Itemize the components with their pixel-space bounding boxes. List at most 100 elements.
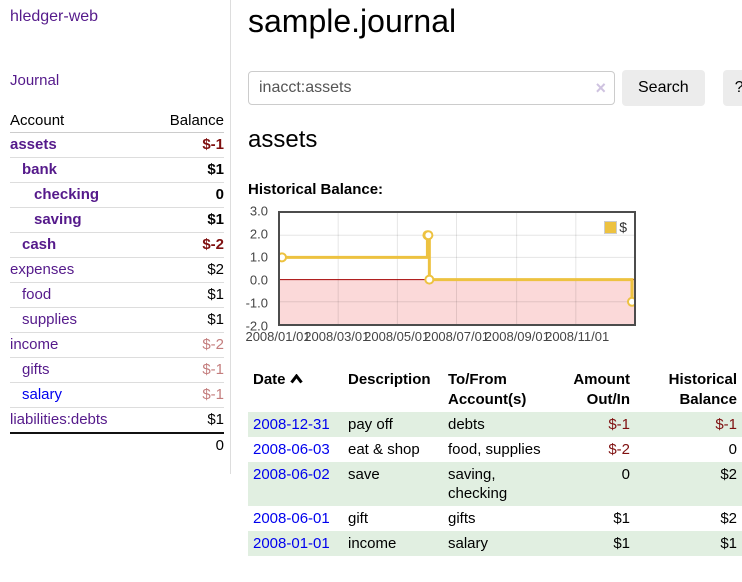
transaction-description: gift (348, 510, 369, 527)
account-balance: $1 (147, 207, 224, 233)
transaction-accounts: salary (448, 535, 489, 552)
account-balance: $1 (147, 157, 224, 183)
accounts-table: Account Balance assets $-1 bank $1 check… (10, 109, 224, 458)
account-row: cash $-2 (10, 232, 224, 258)
legend-label: $ (619, 219, 627, 235)
transaction-description: income (348, 535, 397, 552)
transaction-date-link[interactable]: 2008-06-01 (253, 510, 330, 527)
y-axis-tick: -2.0 (245, 318, 268, 334)
transaction-balance: $2 (720, 466, 737, 483)
table-row: 2008-06-02 save saving, checking 0 $2 (248, 462, 742, 506)
account-link-assets[interactable]: assets (10, 136, 57, 153)
account-link-expenses[interactable]: expenses (10, 261, 75, 278)
register-table: Date Description To/From Account(s) Amou… (248, 368, 742, 556)
transaction-description: save (348, 466, 380, 483)
y-axis-tick: 1.0 (249, 249, 268, 265)
clear-search-icon[interactable]: × (595, 78, 606, 98)
historical-balance-chart: $ 3.0 2.0 1.0 0.0 -1.0 -2.0 2008/01/01 2008/03… (245, 204, 636, 344)
account-link-saving[interactable]: saving (34, 211, 82, 228)
accounts-total-row: 0 (10, 432, 224, 458)
register-col-date[interactable]: Date (248, 368, 343, 412)
transaction-balance: $-1 (715, 416, 737, 433)
transaction-balance: 0 (728, 441, 737, 458)
search-form: × Search ? (248, 70, 742, 106)
account-row: saving $1 (10, 207, 224, 233)
account-link-cash[interactable]: cash (22, 236, 57, 253)
y-axis-tick: 0.0 (249, 272, 268, 288)
transaction-date-link[interactable]: 2008-01-01 (253, 535, 330, 552)
brand-link[interactable]: hledger-web (10, 8, 99, 25)
transaction-balance: $1 (720, 535, 737, 552)
transaction-date-link[interactable]: 2008-12-31 (253, 416, 330, 433)
table-row: 2008-12-31 pay off debts $-1 $-1 (248, 412, 742, 437)
transaction-date-link[interactable]: 2008-06-02 (253, 466, 330, 483)
search-box: × (248, 71, 615, 105)
help-button[interactable]: ? (722, 70, 742, 106)
register-col-amount: Amount Out/In (573, 371, 630, 408)
chart-plot-area: $ (278, 211, 636, 326)
transaction-accounts: food, supplies (448, 441, 541, 458)
account-row: food $1 (10, 282, 224, 308)
account-row: bank $1 (10, 157, 224, 183)
accounts-header-row: Account Balance (10, 109, 224, 133)
transaction-accounts: debts (448, 416, 485, 433)
account-link-liabilities-debts[interactable]: liabilities:debts (10, 411, 108, 428)
account-balance: $-2 (147, 332, 224, 358)
x-axis-tick: 2008/03/01 (304, 329, 370, 344)
account-balance: $-1 (147, 132, 224, 158)
legend-swatch-icon (604, 220, 618, 234)
account-balance: $2 (147, 257, 224, 283)
account-heading: assets (248, 126, 318, 153)
sidebar: hledger-web Journal Account Balance asse… (0, 0, 231, 474)
transaction-accounts: gifts (448, 510, 476, 527)
account-link-checking[interactable]: checking (34, 186, 100, 203)
accounts-col-balance: Balance (147, 109, 224, 133)
account-row: gifts $-1 (10, 357, 224, 383)
account-row: expenses $2 (10, 257, 224, 283)
account-link-bank[interactable]: bank (22, 161, 58, 178)
account-balance: $-1 (147, 357, 224, 383)
account-row: supplies $1 (10, 307, 224, 333)
transaction-amount: $1 (613, 535, 630, 552)
account-link-gifts[interactable]: gifts (22, 361, 50, 378)
account-link-income[interactable]: income (10, 336, 59, 353)
register-header-row: Date Description To/From Account(s) Amou… (248, 368, 742, 412)
chart-x-axis: 2008/01/01 2008/03/01 2008/05/01 2008/07/01… (245, 326, 636, 344)
accounts-col-account: Account (10, 109, 148, 133)
account-balance: 0 (147, 182, 224, 208)
x-axis-tick: 2008/07/01 (423, 329, 490, 344)
account-balance: $1 (147, 282, 224, 308)
register-col-description: Description (348, 371, 431, 388)
transaction-description: eat & shop (348, 441, 420, 458)
transaction-balance: $2 (720, 510, 737, 527)
x-axis-tick: 2008/09/01 (484, 329, 550, 344)
account-row: checking 0 (10, 182, 224, 208)
account-link-salary[interactable]: salary (22, 386, 63, 403)
y-axis-tick: 2.0 (249, 226, 268, 242)
account-balance: $-2 (147, 232, 224, 258)
account-link-food[interactable]: food (22, 286, 52, 303)
x-axis-tick: 2008/05/01 (364, 329, 430, 344)
accounts-total-value: 0 (147, 432, 224, 458)
page-title: sample.journal (248, 3, 457, 39)
account-balance: $-1 (147, 382, 224, 408)
search-button[interactable]: Search (622, 70, 705, 106)
account-link-supplies[interactable]: supplies (22, 311, 78, 328)
sort-ascending-icon (289, 374, 303, 384)
transaction-amount: $1 (613, 510, 630, 527)
transaction-amount: 0 (621, 466, 630, 483)
transaction-amount: $-2 (608, 441, 630, 458)
account-row: assets $-1 (10, 132, 224, 158)
main-content: sample.journal × Search ? assets Histori… (231, 0, 742, 582)
x-axis-tick: 2008/11/01 (545, 329, 610, 344)
account-balance: $1 (147, 307, 224, 333)
register-col-balance: Historical Balance (668, 371, 737, 408)
transaction-description: pay off (348, 416, 393, 433)
transaction-date-link[interactable]: 2008-06-03 (253, 441, 330, 458)
search-input[interactable] (248, 71, 615, 105)
sidebar-item-journal[interactable]: Journal (10, 72, 60, 89)
table-row: 2008-06-03 eat & shop food, supplies $-2… (248, 437, 742, 462)
table-row: 2008-06-01 gift gifts $1 $2 (248, 506, 742, 531)
chart-y-axis: 3.0 2.0 1.0 0.0 -1.0 -2.0 (243, 204, 273, 334)
